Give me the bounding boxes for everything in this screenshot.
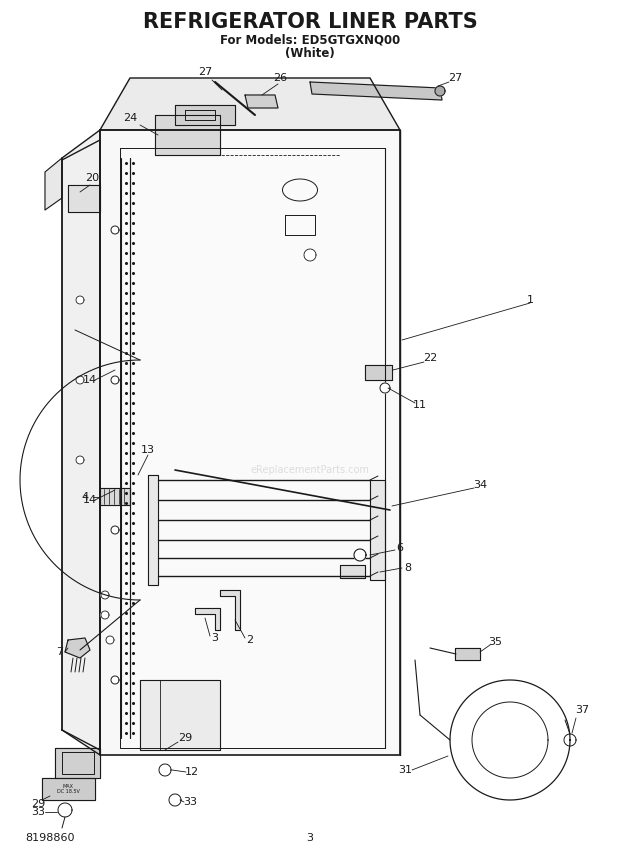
Polygon shape: [76, 376, 84, 384]
Text: 8198860: 8198860: [25, 833, 74, 843]
Polygon shape: [340, 565, 365, 578]
Text: 26: 26: [273, 73, 287, 83]
Polygon shape: [159, 764, 171, 776]
Text: 6: 6: [397, 543, 404, 553]
Polygon shape: [76, 456, 84, 464]
Text: MAX
DC 18.5V: MAX DC 18.5V: [56, 783, 79, 794]
Polygon shape: [140, 680, 220, 750]
Polygon shape: [101, 611, 109, 619]
Polygon shape: [100, 488, 130, 505]
Text: 8: 8: [404, 563, 412, 573]
Text: 22: 22: [423, 353, 437, 363]
Polygon shape: [380, 383, 390, 393]
Polygon shape: [62, 140, 100, 750]
Polygon shape: [354, 549, 366, 561]
Polygon shape: [101, 591, 109, 599]
Polygon shape: [100, 130, 400, 755]
Text: 27: 27: [448, 73, 462, 83]
Polygon shape: [169, 794, 181, 806]
Polygon shape: [100, 78, 400, 130]
Text: 29: 29: [178, 733, 192, 743]
Polygon shape: [111, 676, 119, 684]
Text: 14: 14: [83, 495, 97, 505]
Text: 12: 12: [185, 767, 199, 777]
Polygon shape: [62, 130, 100, 755]
Text: 3: 3: [211, 633, 218, 643]
Polygon shape: [42, 778, 95, 800]
Polygon shape: [245, 95, 278, 108]
Text: 14: 14: [83, 375, 97, 385]
Polygon shape: [76, 296, 84, 304]
Text: 29: 29: [31, 799, 45, 809]
Text: 37: 37: [575, 705, 589, 715]
Text: 33: 33: [31, 807, 45, 817]
Text: 2: 2: [246, 635, 254, 645]
Text: 20: 20: [85, 173, 99, 183]
Text: For Models: ED5GTGXNQ00: For Models: ED5GTGXNQ00: [220, 33, 400, 46]
Polygon shape: [65, 638, 90, 658]
Polygon shape: [111, 226, 119, 234]
Polygon shape: [120, 148, 385, 748]
Text: 4: 4: [81, 492, 89, 502]
Text: 27: 27: [198, 67, 212, 77]
Polygon shape: [106, 636, 114, 644]
Polygon shape: [68, 185, 100, 212]
Polygon shape: [370, 480, 385, 580]
Polygon shape: [111, 526, 119, 534]
Polygon shape: [155, 115, 220, 155]
Text: 31: 31: [398, 765, 412, 775]
Polygon shape: [304, 249, 316, 261]
Text: 13: 13: [141, 445, 155, 455]
Polygon shape: [310, 82, 442, 100]
Polygon shape: [435, 86, 445, 96]
Text: (White): (White): [285, 46, 335, 60]
Polygon shape: [564, 734, 576, 746]
Text: 3: 3: [306, 833, 314, 843]
Text: 33: 33: [183, 797, 197, 807]
Text: 7: 7: [56, 647, 64, 657]
Polygon shape: [175, 105, 235, 125]
Polygon shape: [45, 158, 62, 210]
Polygon shape: [195, 608, 220, 630]
Text: 1: 1: [526, 295, 533, 305]
Polygon shape: [111, 376, 119, 384]
Text: 34: 34: [473, 480, 487, 490]
Polygon shape: [365, 365, 392, 380]
Text: 11: 11: [413, 400, 427, 410]
Polygon shape: [55, 748, 100, 778]
Polygon shape: [148, 475, 158, 585]
Text: 35: 35: [488, 637, 502, 647]
Polygon shape: [58, 803, 72, 817]
Text: REFRIGERATOR LINER PARTS: REFRIGERATOR LINER PARTS: [143, 12, 477, 32]
Polygon shape: [220, 590, 240, 630]
Text: eReplacementParts.com: eReplacementParts.com: [250, 465, 370, 475]
Polygon shape: [455, 648, 480, 660]
Text: 24: 24: [123, 113, 137, 123]
